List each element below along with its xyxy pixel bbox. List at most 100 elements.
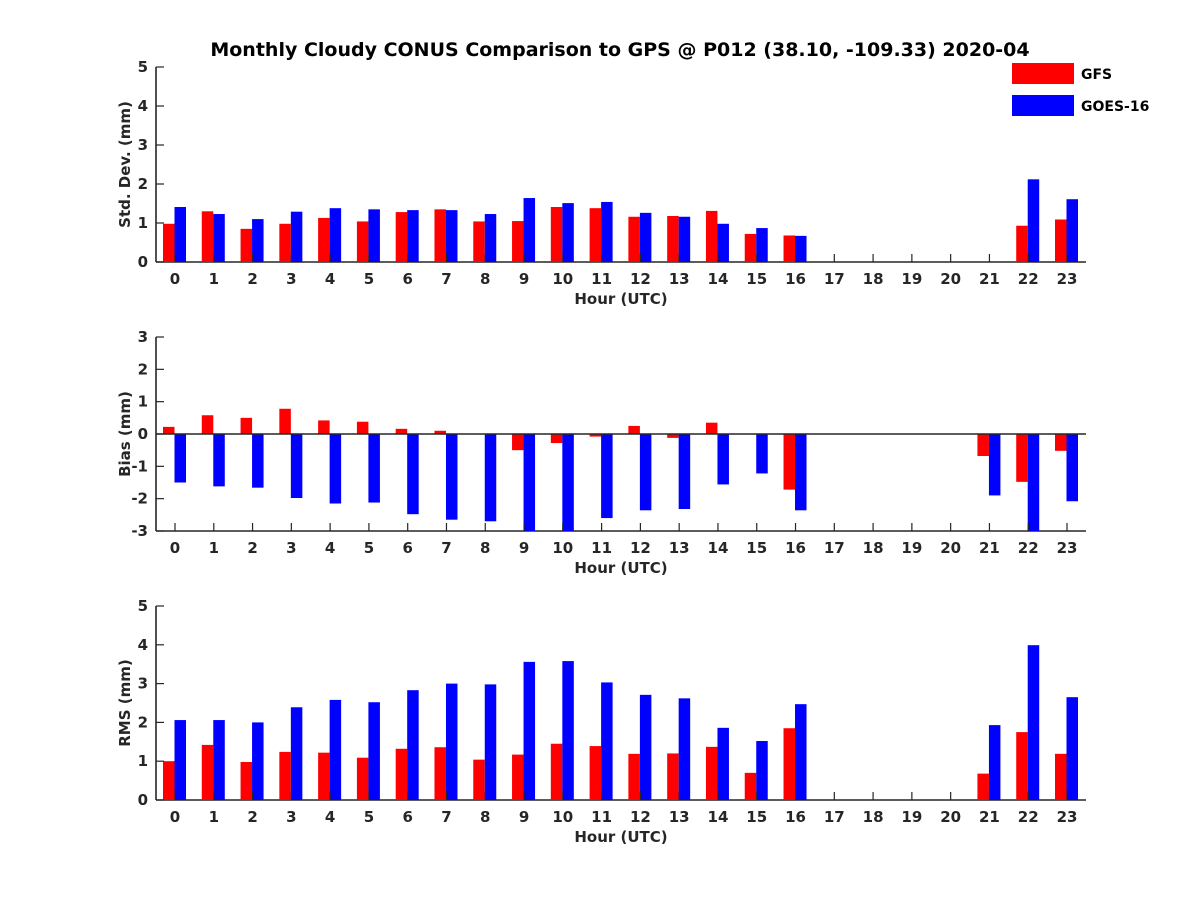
y-tick-label: 2 [138,175,148,193]
x-tick-label: 7 [441,539,451,557]
bar-gfs-22 [1016,732,1028,800]
bar-gfs-11 [589,434,602,437]
bar-goes-16-22 [1027,645,1040,800]
y-tick-label: 0 [138,425,148,443]
x-tick-label: 1 [209,539,219,557]
x-tick-label: 10 [552,808,573,826]
x-tick-label: 12 [630,808,651,826]
bar-goes-16-16 [795,235,807,262]
bar-goes-16-21 [988,725,1001,800]
bar-gfs-4 [318,217,330,262]
bar-goes-16-3 [290,434,303,499]
x-tick-label: 15 [746,808,767,826]
bar-goes-16-10 [562,203,574,262]
bar-gfs-10 [550,207,563,262]
x-tick-label: 4 [325,808,335,826]
bar-gfs-2 [240,417,253,434]
x-tick-label: 22 [1018,539,1039,557]
y-tick-label: 3 [138,328,148,346]
x-tick-label: 23 [1057,539,1078,557]
x-tick-label: 22 [1018,808,1039,826]
bar-gfs-14 [705,746,718,800]
x-tick-label: 20 [940,270,961,288]
bar-goes-16-12 [639,212,652,262]
x-tick-label: 16 [785,539,806,557]
x-tick-label: 12 [630,270,651,288]
y-tick-label: 3 [138,136,148,154]
bar-goes-16-14 [717,223,729,262]
bar-goes-16-16 [795,704,807,800]
bar-goes-16-6 [407,210,419,262]
y-tick-label: 1 [138,393,148,411]
x-tick-label: 15 [746,539,767,557]
bar-gfs-21 [977,773,989,800]
x-tick-label: 9 [519,270,529,288]
x-tick-label: 19 [901,270,922,288]
bar-goes-16-8 [484,214,497,262]
x-tick-label: 2 [247,808,257,826]
bar-goes-16-9 [523,198,536,262]
x-tick-label: 8 [480,270,490,288]
bar-goes-16-1 [213,720,225,800]
bar-gfs-15 [744,233,757,262]
bar-goes-16-13 [678,698,691,800]
x-tick-label: 20 [940,808,961,826]
chart-title: Monthly Cloudy CONUS Comparison to GPS @… [210,39,1029,61]
x-tick-label: 7 [441,808,451,826]
x-tick-label: 9 [519,539,529,557]
bar-goes-16-13 [678,216,691,262]
bar-goes-16-11 [601,682,613,800]
bar-gfs-12 [628,425,640,434]
bar-gfs-10 [550,743,563,800]
bar-goes-16-23 [1066,697,1078,800]
bar-goes-16-11 [601,434,613,519]
bar-gfs-9 [512,754,524,800]
bar-gfs-7 [434,430,446,434]
bar-goes-16-5 [368,702,380,800]
x-tick-label: 6 [402,270,412,288]
bar-gfs-2 [240,761,253,800]
bar-goes-16-1 [213,214,225,262]
x-tick-label: 21 [979,808,1000,826]
bar-gfs-21 [977,434,989,456]
x-tick-label: 12 [630,539,651,557]
bar-gfs-13 [667,753,679,800]
y-tick-label: 0 [138,253,148,271]
bar-goes-16-16 [795,434,807,511]
bar-goes-16-9 [523,434,536,531]
x-tick-label: 17 [824,270,845,288]
x-tick-label: 13 [669,808,690,826]
bar-gfs-9 [512,434,524,451]
y-axis-label: RMS (mm) [116,659,134,746]
bar-gfs-15 [744,772,757,800]
x-tick-label: 13 [669,270,690,288]
x-tick-label: 1 [209,270,219,288]
bar-goes-16-7 [445,434,458,520]
bar-goes-16-10 [562,661,574,800]
bar-goes-16-11 [601,201,613,262]
x-tick-label: 6 [402,539,412,557]
x-tick-label: 18 [863,808,884,826]
x-tick-label: 18 [863,539,884,557]
bar-gfs-3 [279,223,291,262]
bar-gfs-8 [473,221,485,262]
bar-goes-16-10 [562,434,574,531]
bar-gfs-16 [783,235,796,262]
bar-gfs-16 [783,728,796,800]
bar-goes-16-2 [252,434,264,488]
x-tick-label: 14 [708,539,729,557]
bar-goes-16-4 [329,434,342,504]
legend-label-gfs: GFS [1081,67,1112,83]
x-tick-label: 2 [247,270,257,288]
x-tick-label: 5 [364,270,374,288]
bar-gfs-22 [1016,434,1028,482]
bar-goes-16-22 [1027,179,1040,262]
bar-goes-16-14 [717,727,729,800]
bar-gfs-23 [1055,434,1067,451]
bar-gfs-6 [395,748,408,800]
x-tick-label: 5 [364,539,374,557]
bar-gfs-8 [473,759,485,800]
bar-goes-16-7 [445,210,458,262]
